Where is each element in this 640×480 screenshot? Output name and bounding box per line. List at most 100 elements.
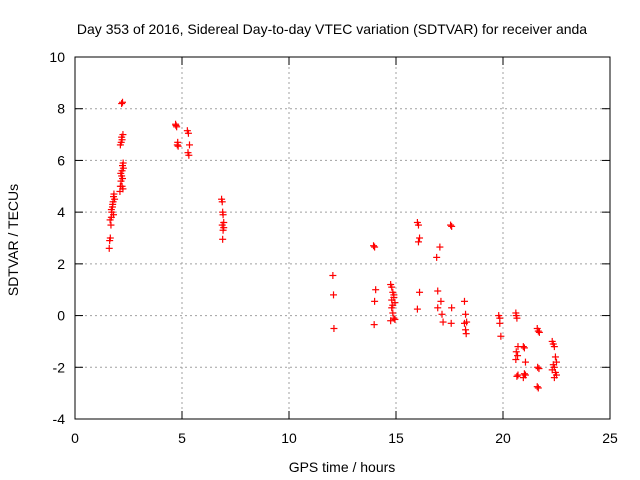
data-point [447,319,455,327]
data-point [110,211,118,219]
data-point [370,321,378,329]
data-point [107,206,115,214]
data-point [185,151,193,159]
data-point [109,200,117,208]
data-point [173,141,181,149]
data-point [370,242,378,250]
x-tick-label: 0 [71,430,79,446]
data-point [391,315,399,323]
data-point [550,343,558,351]
data-point [521,358,529,366]
data-point [551,353,559,361]
data-point [118,100,126,108]
data-point [330,325,338,332]
data-point [184,129,192,137]
data-point [550,374,558,382]
data-point [448,304,456,312]
data-point [460,297,468,305]
data-point [439,318,447,326]
plot-frame [74,56,611,420]
y-tick-label: 10 [49,49,65,65]
data-point [497,332,505,340]
data-point [434,287,442,295]
data-point [111,195,119,203]
data-point [389,309,397,317]
data-point [520,370,528,378]
data-point [414,221,422,229]
data-point [329,271,337,279]
data-point [119,98,127,106]
data-point [513,314,521,322]
data-point [434,304,442,312]
y-tick-label: 8 [57,101,65,117]
data-point [513,372,521,380]
data-point [372,286,380,294]
y-tick-label: -4 [53,411,66,427]
gridlines [75,57,610,419]
axis-ticks: 0 5 10 15 20 25 -4 -2 0 2 4 6 8 10 [49,49,618,446]
data-point [514,371,522,379]
data-point [512,356,520,364]
data-point [174,142,182,150]
y-tick-label: 6 [57,152,65,168]
data-point [110,190,118,198]
data-point [462,330,470,338]
data-point [460,319,468,327]
data-point [371,297,379,305]
x-tick-label: 15 [388,430,404,446]
data-point [533,383,541,391]
data-point [119,164,127,172]
data-point [438,310,446,318]
data-point [413,305,421,313]
data-point [219,211,227,219]
data-point [371,243,379,251]
data-point [106,216,114,224]
data-point [519,343,527,351]
data-point [462,326,470,334]
data-point [388,296,396,304]
data-point [218,198,226,206]
data-point [388,283,396,291]
data-point [173,123,181,131]
chart-title: Day 353 of 2016, Sidereal Day-to-day VTE… [77,21,587,37]
data-point [106,234,114,242]
data-point [185,141,193,149]
data-point [535,328,543,336]
data-point [118,133,126,141]
data-point [534,384,542,392]
data-point [436,243,444,251]
data-point [414,238,422,246]
data-point [521,371,529,379]
data-point [387,317,395,325]
data-point [119,175,127,183]
data-point [448,222,456,230]
data-point [390,291,398,299]
data-point [512,348,520,356]
y-tick-label: -2 [53,359,66,375]
x-tick-label: 25 [602,430,618,446]
x-tick-label: 20 [495,430,511,446]
data-point [433,253,441,261]
y-tick-label: 4 [57,204,65,220]
data-points [105,98,560,392]
y-tick-label: 2 [57,256,65,272]
data-point [389,301,397,309]
data-point [534,327,542,335]
data-point [534,363,542,371]
data-point [416,288,424,296]
data-point [520,344,528,352]
data-point [496,314,504,322]
x-tick-label: 5 [178,430,186,446]
x-tick-label: 10 [281,430,297,446]
data-point [437,297,445,305]
data-point [119,185,127,193]
data-point [535,365,543,373]
data-point [105,244,113,252]
data-point [416,234,424,242]
data-point [462,310,470,318]
x-axis-label: GPS time / hours [289,459,396,475]
y-tick-label: 0 [57,308,65,324]
data-point [514,352,522,360]
